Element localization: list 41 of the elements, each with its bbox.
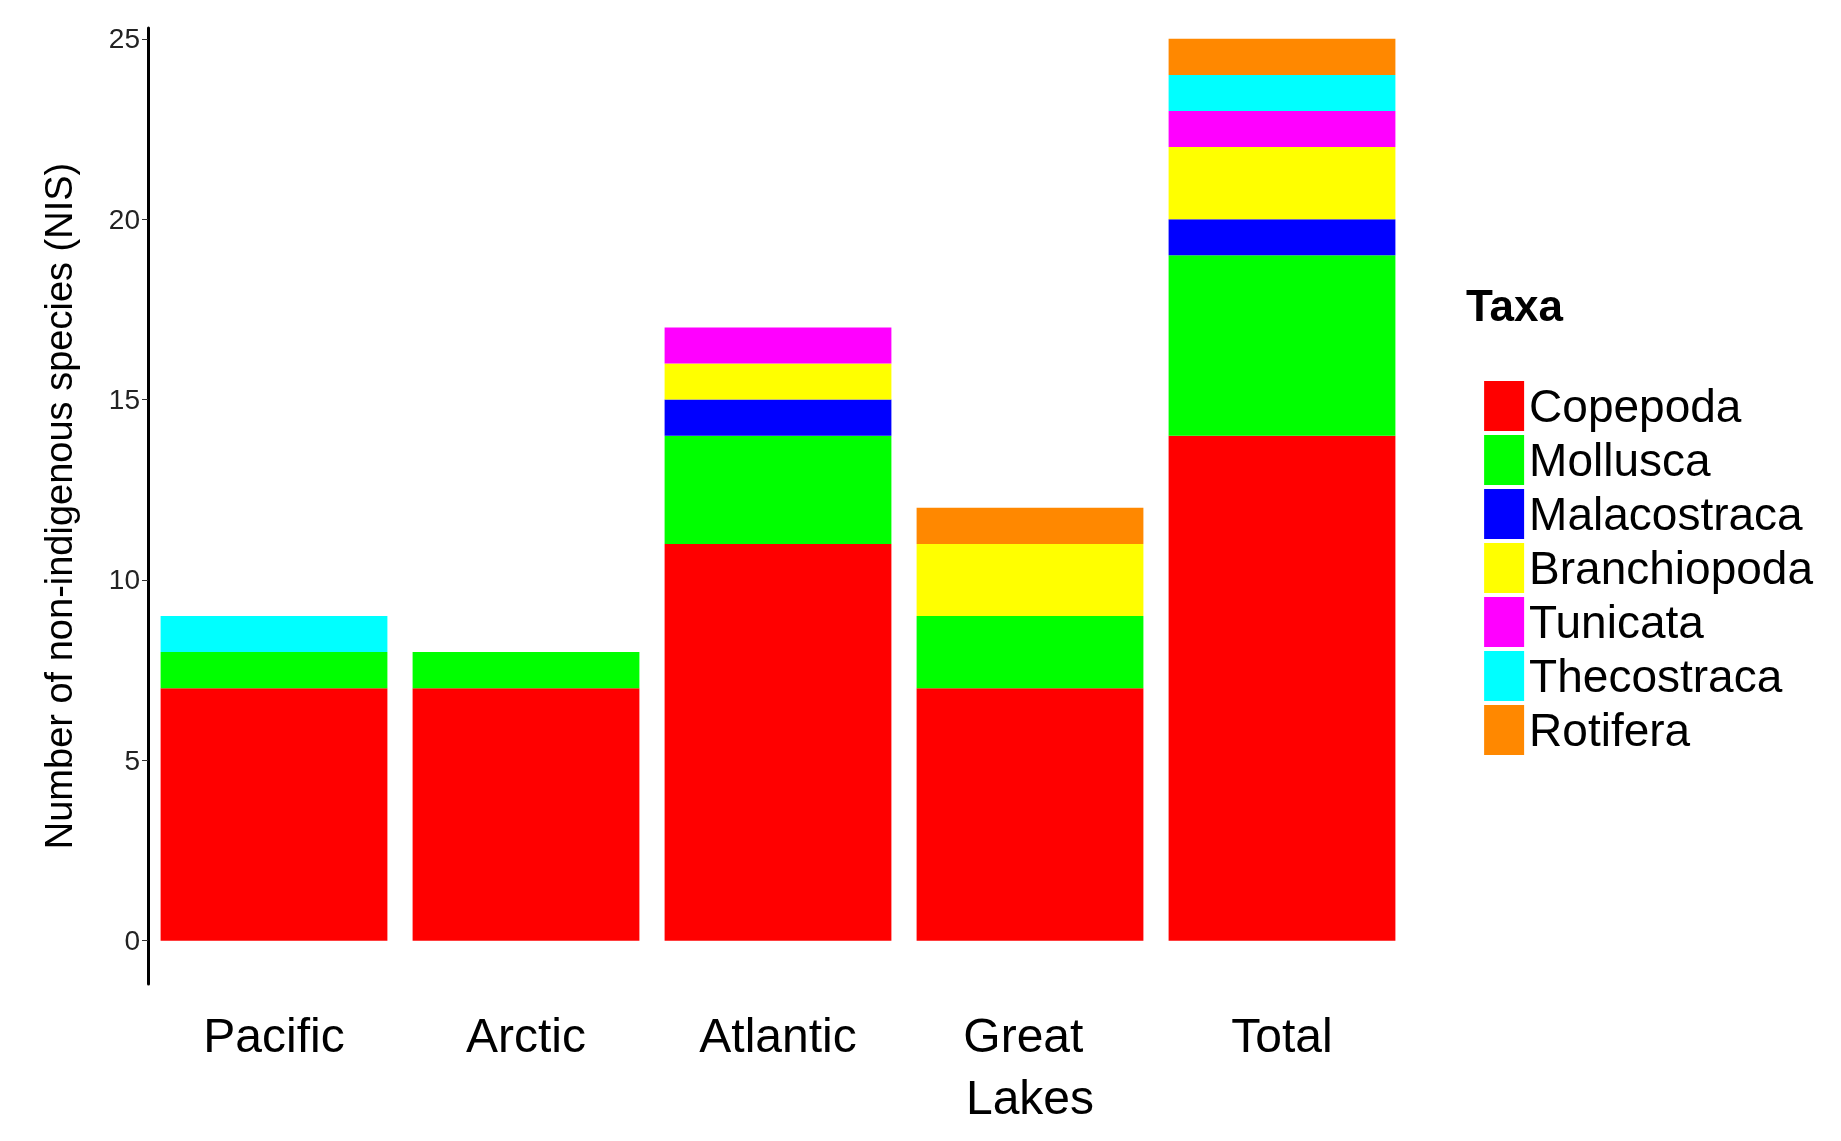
bar: [1168, 38, 1396, 75]
legend-label: Thecostraca: [1529, 650, 1783, 702]
bar: [916, 507, 1144, 544]
bar: [412, 652, 640, 689]
legend-label: Mollusca: [1529, 434, 1712, 486]
bar: [1168, 435, 1396, 941]
bar: [1168, 110, 1396, 148]
y-tick-label: 10: [108, 564, 140, 596]
legend-label: Branchiopoda: [1529, 542, 1814, 594]
y-axis-title: Number of non-indigenous species (NIS): [38, 162, 80, 850]
y-tick-label: 5: [124, 744, 140, 776]
bar: [664, 399, 892, 436]
legend-label: Copepoda: [1529, 380, 1742, 432]
bar: [664, 327, 892, 364]
legend-title: Taxa: [1465, 280, 1564, 330]
bar: [412, 688, 640, 941]
bar: [160, 652, 388, 689]
x-tick-label: Arctic: [466, 1008, 586, 1062]
y-tick-label: 15: [108, 384, 140, 416]
bar: [664, 435, 892, 544]
y-tick-label: 0: [124, 925, 140, 957]
bar: [1168, 147, 1396, 220]
bar: [916, 616, 1144, 689]
x-tick-label: Atlantic: [699, 1008, 857, 1062]
bar: [664, 363, 892, 400]
x-tick-label: Great Lakes: [963, 1008, 1097, 1124]
y-tick-label: 20: [108, 203, 140, 235]
x-tick-label: Total: [1231, 1008, 1333, 1062]
bar: [664, 543, 892, 941]
legend-label: Rotifera: [1529, 704, 1691, 756]
bar: [1168, 255, 1396, 436]
bar: [1168, 219, 1396, 256]
legend-label: Tunicata: [1529, 596, 1705, 648]
bar: [1168, 74, 1396, 111]
x-tick-label: Pacific: [203, 1008, 345, 1062]
y-tick-label: 25: [108, 23, 140, 55]
bar: [916, 543, 1144, 617]
bar: [160, 616, 388, 653]
bar: [916, 688, 1144, 941]
bar: [160, 688, 388, 941]
legend-label: Malacostraca: [1529, 488, 1804, 540]
